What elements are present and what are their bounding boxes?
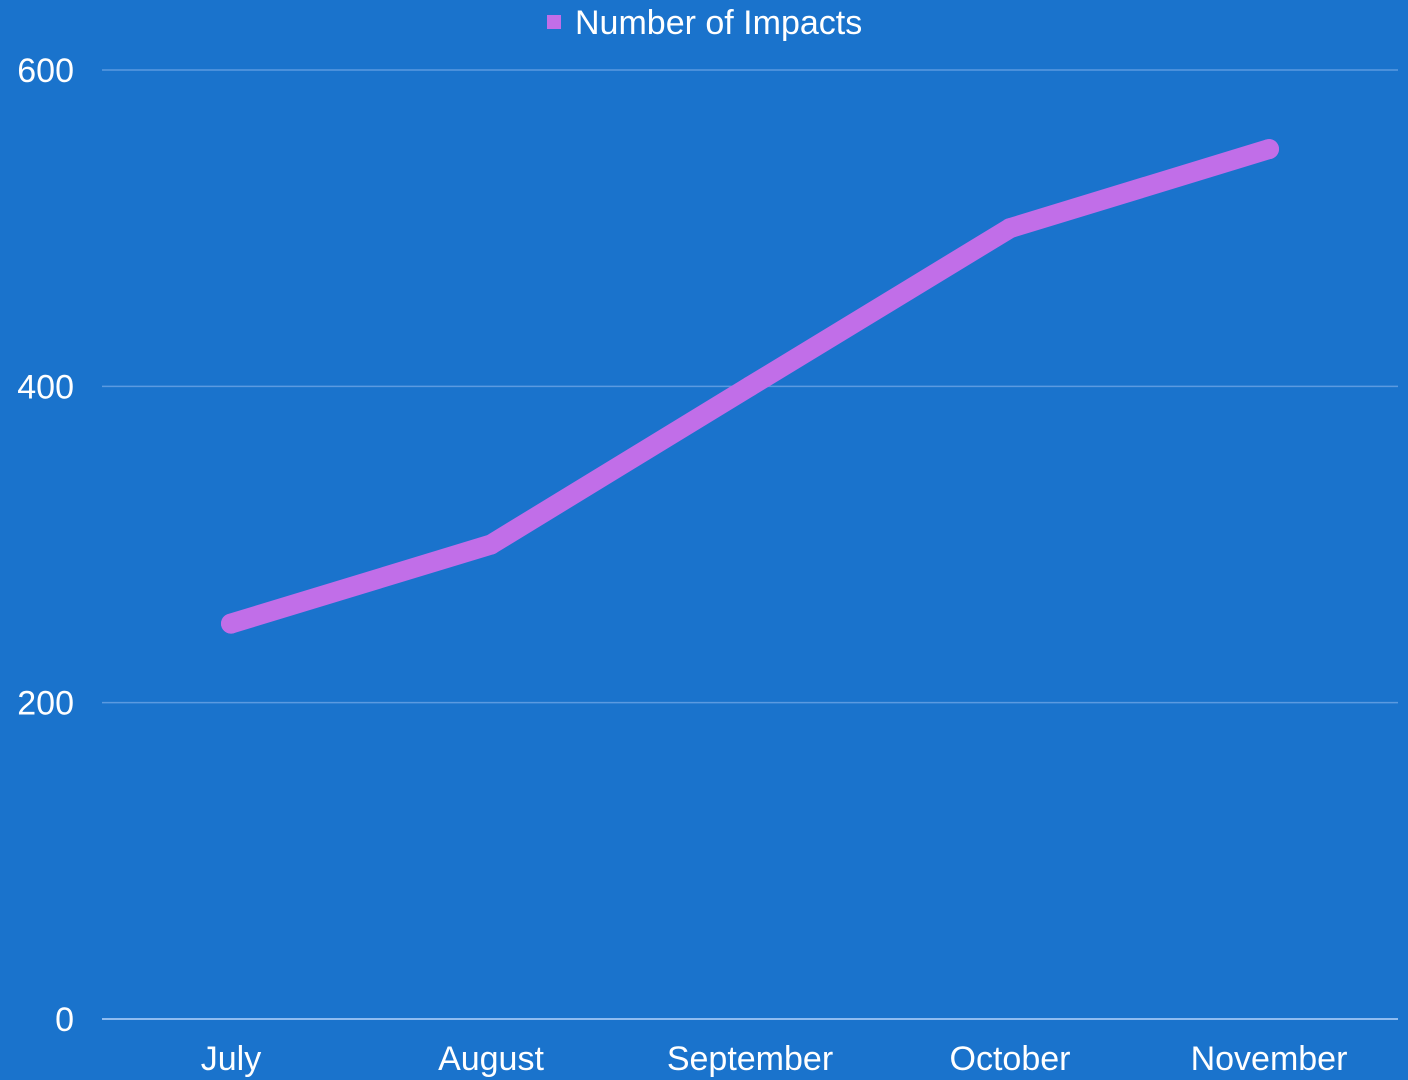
x-tick-label-august: August [438,1040,544,1078]
x-tick-label-october: October [950,1040,1071,1078]
legend: Number of Impacts [547,4,862,42]
x-tick-label-september: September [667,1040,833,1078]
data-point-november [1259,139,1279,160]
data-point-august [481,534,501,555]
y-tick-label: 600 [17,52,74,90]
y-tick-label: 0 [55,1001,74,1039]
series-lines [221,139,1279,634]
x-tick-label-november: November [1191,1040,1348,1078]
y-axis-ticks: 0 200 400 600 [17,52,74,1039]
x-axis-ticks: July August September October November [201,1040,1348,1078]
y-tick-label: 400 [17,368,74,406]
data-point-july [221,613,241,634]
legend-label: Number of Impacts [575,4,862,42]
data-point-september [740,376,760,397]
x-tick-label-july: July [201,1040,261,1078]
y-tick-label: 200 [17,685,74,723]
legend-swatch [547,15,561,29]
data-point-october [1000,218,1020,239]
